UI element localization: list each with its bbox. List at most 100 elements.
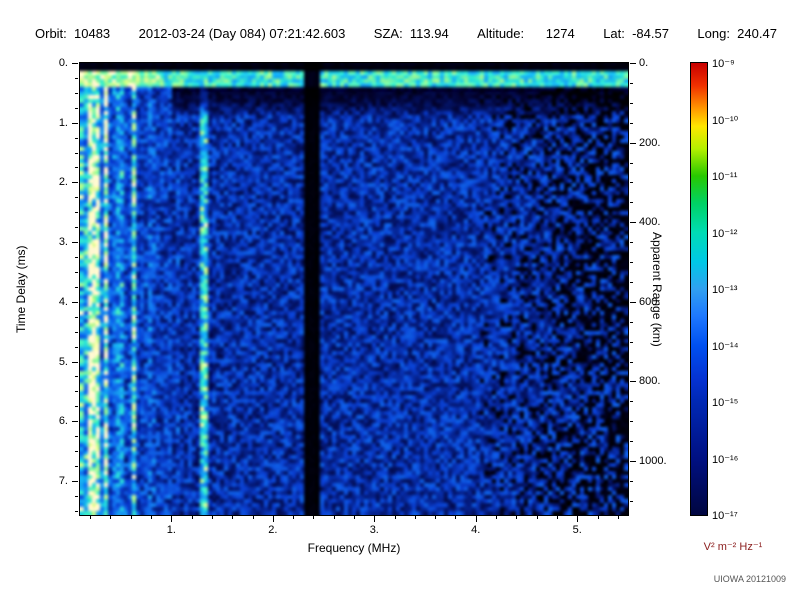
y-tick-label: 4.	[58, 295, 68, 308]
spectrogram-canvas	[80, 63, 628, 515]
y-minor-tick	[75, 436, 78, 438]
y-major-tick	[72, 480, 78, 482]
range-tick-label: 600.	[639, 295, 661, 308]
range-major-tick	[630, 142, 636, 144]
range-minor-tick	[630, 242, 633, 244]
sza-value: SZA: 113.94	[373, 26, 449, 41]
range-minor-tick	[630, 341, 633, 343]
x-minor-tick	[191, 516, 193, 519]
y-tick-label: 1.	[58, 116, 68, 129]
x-major-tick	[577, 516, 579, 522]
y-minor-tick	[75, 271, 78, 273]
y-tick-label: 7.	[58, 474, 68, 487]
y-minor-tick	[75, 391, 78, 393]
datetime-value: 2012-03-24 (Day 084) 07:21:42.603	[138, 26, 346, 41]
x-minor-tick	[110, 516, 112, 519]
colorbar-gradient	[691, 63, 707, 515]
x-minor-tick	[151, 516, 153, 519]
y-tick-label: 3.	[58, 236, 68, 249]
range-minor-tick	[630, 82, 633, 84]
colorbar-tick-label: 10⁻¹⁰	[712, 114, 739, 127]
colorbar-tick-label: 10⁻¹³	[712, 284, 738, 296]
range-minor-tick	[630, 401, 633, 403]
y-minor-tick	[75, 77, 78, 79]
x-minor-tick	[516, 516, 518, 519]
range-minor-tick	[630, 262, 633, 264]
y-minor-tick	[75, 286, 78, 288]
y-minor-tick	[75, 451, 78, 453]
range-minor-tick	[630, 182, 633, 184]
x-tick-label: 1.	[166, 524, 176, 536]
range-minor-tick	[630, 122, 633, 124]
x-minor-tick	[211, 516, 213, 519]
y-minor-tick	[75, 212, 78, 214]
x-minor-tick	[597, 516, 599, 519]
range-minor-tick	[630, 102, 633, 104]
longitude-value: Long: 240.47	[697, 26, 777, 41]
x-axis-title: Frequency (MHz)	[307, 541, 401, 555]
range-major-tick	[630, 301, 636, 303]
y-major-tick	[72, 242, 78, 244]
x-major-tick	[374, 516, 376, 522]
x-tick-label: 4.	[471, 524, 481, 536]
range-minor-tick	[630, 281, 633, 283]
range-tick-label: 400.	[639, 216, 661, 229]
x-minor-tick	[293, 516, 295, 519]
x-minor-tick	[313, 516, 315, 519]
x-minor-tick	[394, 516, 396, 519]
orbit-value: Orbit: 10483	[35, 26, 111, 41]
altitude-value: Altitude: 1274	[477, 26, 575, 41]
y-major-tick	[72, 182, 78, 184]
y-tick-label: 0.	[58, 57, 68, 69]
x-minor-tick	[130, 516, 132, 519]
range-major-tick	[630, 222, 636, 224]
y-major-tick	[72, 361, 78, 363]
range-major-tick	[630, 381, 636, 383]
x-minor-tick	[435, 516, 437, 519]
colorbar-tick-label: 10⁻¹²	[712, 227, 738, 240]
x-tick-label: 5.	[572, 524, 582, 536]
range-tick-label: 1000.	[639, 455, 667, 468]
range-minor-tick	[630, 162, 633, 164]
range-minor-tick	[630, 321, 633, 323]
y-minor-tick	[75, 510, 78, 512]
latitude-value: Lat: -84.57	[603, 26, 669, 41]
x-tick-label: 3.	[369, 524, 379, 536]
y-major-tick	[72, 421, 78, 423]
y-minor-tick	[75, 331, 78, 333]
x-minor-tick	[556, 516, 558, 519]
y-axis-title-left: Time Delay (ms)	[14, 245, 28, 333]
y-minor-tick	[75, 257, 78, 259]
range-tick-label: 0.	[639, 57, 649, 69]
y-minor-tick	[75, 137, 78, 139]
x-tick-label: 2.	[268, 524, 278, 536]
range-minor-tick	[630, 421, 633, 423]
y-minor-tick	[75, 466, 78, 468]
colorbar-tick-label: 10⁻¹¹	[712, 171, 738, 183]
y-minor-tick	[75, 406, 78, 408]
x-minor-tick	[455, 516, 457, 519]
x-major-tick	[272, 516, 274, 522]
x-minor-tick	[354, 516, 355, 519]
colorbar-tick-label: 10⁻¹⁷	[712, 510, 738, 522]
header-info-bar: Orbit: 10483 2012-03-24 (Day 084) 07:21:…	[35, 26, 777, 41]
range-minor-tick	[630, 361, 633, 363]
colorbar-tick-label: 10⁻¹⁴	[712, 340, 739, 353]
colorbar-frame	[690, 62, 708, 516]
range-major-tick	[630, 461, 636, 463]
y-minor-tick	[75, 376, 78, 378]
y-minor-tick	[75, 346, 78, 348]
y-major-tick	[72, 301, 78, 303]
x-minor-tick	[252, 516, 254, 519]
x-minor-tick	[333, 516, 335, 519]
y-tick-label: 2.	[58, 176, 68, 189]
range-minor-tick	[630, 202, 633, 204]
y-minor-tick	[75, 227, 78, 229]
y-minor-tick	[75, 92, 78, 94]
x-minor-tick	[536, 516, 538, 519]
range-tick-label: 200.	[639, 136, 661, 149]
y-minor-tick	[75, 316, 78, 318]
colorbar-tick-label: 10⁻¹⁶	[712, 453, 739, 466]
y-major-tick	[72, 122, 78, 124]
